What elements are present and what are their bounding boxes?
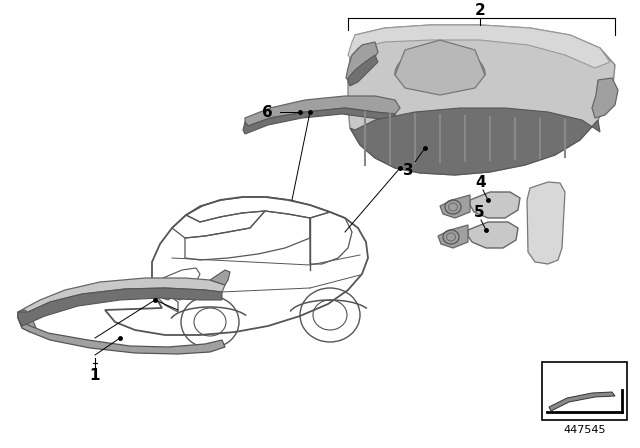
Polygon shape xyxy=(348,55,378,86)
Polygon shape xyxy=(549,392,615,411)
Polygon shape xyxy=(527,182,565,264)
Polygon shape xyxy=(243,108,395,134)
Polygon shape xyxy=(440,195,470,218)
Polygon shape xyxy=(395,40,485,95)
Polygon shape xyxy=(18,310,36,332)
Text: 2: 2 xyxy=(475,3,485,17)
Text: 447545: 447545 xyxy=(563,425,605,435)
Polygon shape xyxy=(438,225,468,248)
Polygon shape xyxy=(348,25,610,68)
Polygon shape xyxy=(468,222,518,248)
Polygon shape xyxy=(18,278,225,318)
Bar xyxy=(542,362,627,420)
Text: 5: 5 xyxy=(474,204,484,220)
Text: 6: 6 xyxy=(262,104,273,120)
Polygon shape xyxy=(346,42,378,82)
Polygon shape xyxy=(348,25,615,175)
Text: 4: 4 xyxy=(476,175,486,190)
Polygon shape xyxy=(210,270,230,285)
Text: 1: 1 xyxy=(90,367,100,383)
Polygon shape xyxy=(470,192,520,218)
Text: 3: 3 xyxy=(403,163,413,177)
Polygon shape xyxy=(245,96,400,126)
Polygon shape xyxy=(18,318,225,354)
Polygon shape xyxy=(592,78,618,118)
Polygon shape xyxy=(350,108,600,175)
Polygon shape xyxy=(18,288,222,326)
